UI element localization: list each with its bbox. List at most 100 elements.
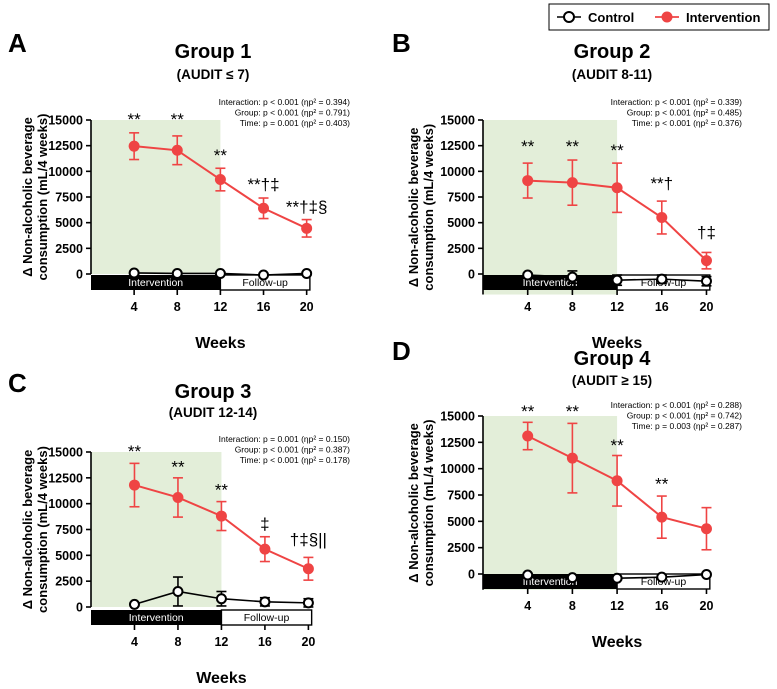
x-tick-label: 16 xyxy=(655,599,669,613)
data-point-intervention xyxy=(700,255,712,267)
y-tick-label: 10000 xyxy=(440,462,475,476)
intervention-shade xyxy=(91,452,222,607)
significance-label: **†‡ xyxy=(247,175,279,194)
panel-subtitle: (AUDIT 8-11) xyxy=(572,67,652,82)
data-point-control xyxy=(128,598,140,610)
panel-letter: C xyxy=(8,368,27,398)
x-tick-label: 16 xyxy=(257,300,271,314)
y-axis-label-line1: Δ Non-alcoholic beverage xyxy=(406,423,421,583)
x-tick-label: 16 xyxy=(655,300,669,314)
x-tick-label: 20 xyxy=(700,599,714,613)
y-tick-label: 12500 xyxy=(48,471,83,485)
panel-title: Group 2 xyxy=(574,41,651,63)
stat-line: Time: p = 0.001 (ηp² = 0.403) xyxy=(240,118,350,128)
stat-line: Time: p = 0.003 (ηp² = 0.287) xyxy=(632,421,742,431)
x-tick-label: 4 xyxy=(524,599,531,613)
panel-letter: A xyxy=(8,28,27,58)
data-point-control xyxy=(259,596,271,608)
data-point-control xyxy=(302,597,314,609)
x-tick-label: 12 xyxy=(610,300,624,314)
y-tick-label: 5000 xyxy=(447,515,475,529)
y-axis-label: Δ Non-alcoholic beverageconsumption (mL/… xyxy=(20,446,50,613)
y-axis-label: Δ Non-alcoholic beverageconsumption (mL/… xyxy=(406,124,436,291)
x-tick-label: 20 xyxy=(301,635,315,649)
significance-label: ** xyxy=(128,442,142,461)
legend-intervention-marker xyxy=(661,11,673,23)
x-axis-label: Weeks xyxy=(592,634,643,651)
panel-c: C Group 3 (AUDIT 12-14) Interaction: p = 0.… xyxy=(8,368,350,687)
significance-label: ** xyxy=(128,110,142,129)
data-point-intervention xyxy=(172,491,184,503)
y-tick-label: 15000 xyxy=(48,114,83,128)
y-tick-label: 5000 xyxy=(55,549,83,563)
significance-label: ** xyxy=(521,137,535,156)
panels: A Group 1 (AUDIT ≤ 7) Interaction: p < 0.00… xyxy=(8,28,742,687)
data-point-control xyxy=(128,267,140,279)
data-point-intervention xyxy=(566,177,578,189)
significance-label: ** xyxy=(214,146,228,165)
panel-title: Group 1 xyxy=(175,41,252,63)
data-point-control xyxy=(522,269,534,281)
data-point-intervention xyxy=(656,511,668,523)
y-tick-label: 10000 xyxy=(440,165,475,179)
data-point-control xyxy=(566,572,578,584)
legend-intervention-label: Intervention xyxy=(686,10,760,25)
stat-line: Group: p < 0.001 (ηp² = 0.742) xyxy=(627,411,742,421)
y-tick-label: 12500 xyxy=(48,139,83,153)
stat-line: Group: p < 0.001 (ηp² = 0.791) xyxy=(235,108,350,118)
y-tick-label: 2500 xyxy=(447,541,475,555)
stat-line: Interaction: p = 0.001 (ηp² = 0.150) xyxy=(219,434,351,444)
y-tick-label: 12500 xyxy=(440,139,475,153)
phase-followup-bar xyxy=(220,609,313,626)
phase-intervention-label: Intervention xyxy=(129,612,184,624)
x-tick-label: 8 xyxy=(174,300,181,314)
stat-line: Group: p < 0.001 (ηp² = 0.485) xyxy=(627,108,742,118)
y-tick-label: 0 xyxy=(468,268,475,282)
x-tick-label: 12 xyxy=(610,599,624,613)
y-tick-label: 15000 xyxy=(440,410,475,424)
x-axis-label: Weeks xyxy=(196,670,247,687)
y-tick-label: 0 xyxy=(468,568,475,582)
x-tick-label: 12 xyxy=(213,300,227,314)
y-tick-label: 15000 xyxy=(440,114,475,128)
data-point-intervention xyxy=(302,563,314,575)
stat-line: Interaction: p < 0.001 (ηp² = 0.339) xyxy=(611,97,743,107)
y-axis-label-line2: consumption (mL/4 weeks) xyxy=(421,124,436,291)
y-tick-label: 7500 xyxy=(55,523,83,537)
data-point-intervention xyxy=(522,175,534,187)
significance-label: ** xyxy=(566,402,580,421)
data-point-intervention xyxy=(522,430,534,442)
panel-letter: B xyxy=(392,28,411,58)
significance-label: †‡§|| xyxy=(290,530,327,549)
panel-title: Group 3 xyxy=(175,381,252,403)
x-tick-label: 16 xyxy=(258,635,272,649)
data-point-intervention xyxy=(171,144,183,156)
y-tick-label: 2500 xyxy=(447,242,475,256)
y-tick-label: 7500 xyxy=(447,489,475,503)
x-tick-label: 8 xyxy=(569,300,576,314)
y-tick-label: 7500 xyxy=(447,191,475,205)
significance-label: ** xyxy=(610,141,624,160)
x-tick-label: 4 xyxy=(524,300,531,314)
x-tick-label: 20 xyxy=(300,300,314,314)
phase-intervention-label: Intervention xyxy=(523,576,578,588)
data-point-intervention xyxy=(128,140,140,152)
y-tick-label: 10000 xyxy=(48,165,83,179)
stat-line: Interaction: p < 0.001 (ηp² = 0.394) xyxy=(219,97,351,107)
data-point-control xyxy=(171,267,183,279)
data-point-control xyxy=(172,586,184,597)
intervention-shade xyxy=(483,120,618,295)
x-axis-label: Weeks xyxy=(592,335,643,352)
significance-label: ** xyxy=(566,137,580,156)
phase-intervention-bar xyxy=(91,275,221,290)
x-axis-label: Weeks xyxy=(195,335,246,352)
data-point-intervention xyxy=(656,212,668,224)
y-tick-label: 7500 xyxy=(55,191,83,205)
significance-label: **†‡§ xyxy=(286,197,328,216)
y-tick-label: 15000 xyxy=(48,446,83,460)
y-tick-label: 0 xyxy=(76,601,83,615)
significance-label: ** xyxy=(521,402,535,421)
y-tick-label: 0 xyxy=(76,268,83,282)
phase-followup-label: Follow-up xyxy=(242,277,288,289)
